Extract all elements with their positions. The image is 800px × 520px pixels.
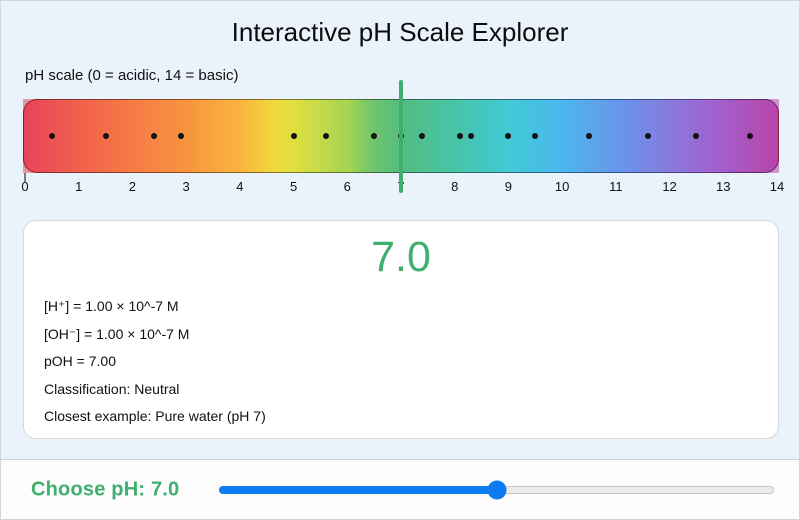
ph-scale-label: pH scale (0 = acidic, 14 = basic) [25, 67, 239, 84]
hydrogen-concentration: [H⁺] = 1.00 × 10^-7 M [44, 298, 179, 315]
tick-label-13: 13 [716, 179, 731, 194]
slider-fill [219, 485, 497, 494]
tick-label-9: 9 [504, 179, 513, 194]
choose-ph-label: Choose pH: 7.0 [31, 478, 180, 500]
ph-gradient-bar [23, 80, 779, 193]
example-dot [322, 133, 329, 139]
tick-label-5: 5 [289, 179, 298, 194]
page-title: Interactive pH Scale Explorer [231, 17, 569, 47]
tick-label-8: 8 [451, 179, 459, 194]
slider-control-bar: Choose pH: 7.0 [1, 459, 799, 519]
tick-label-10: 10 [554, 179, 570, 194]
reading-details: [H⁺] = 1.00 × 10^-7 M [OH⁻] = 1.00 × 10^… [24, 293, 778, 431]
example-dot [177, 133, 184, 139]
tick-label-1: 1 [75, 179, 83, 194]
example-dot [586, 133, 592, 139]
example-dot [532, 133, 539, 139]
example-dot [457, 133, 464, 139]
example-dot [505, 133, 512, 139]
poh-value: pOH = 7.00 [44, 353, 116, 370]
example-dot [102, 133, 109, 139]
slider-thumb[interactable] [487, 480, 506, 499]
example-dot [645, 133, 652, 139]
tick-label-14: 14 [769, 179, 785, 194]
ph-slider[interactable] [219, 480, 774, 500]
axis-zero-tick [24, 173, 26, 182]
reading-card: 7.0 [H⁺] = 1.00 × 10^-7 M [OH⁻] = 1.00 ×… [23, 220, 779, 439]
tick-label-4: 4 [236, 179, 244, 194]
current-ph-value: 7.0 [371, 233, 431, 281]
closest-example: Closest example: Pure water (pH 7) [44, 408, 266, 425]
tick-label-3: 3 [182, 179, 190, 194]
example-dot [693, 133, 700, 139]
example-dot [290, 133, 297, 139]
example-dot [419, 133, 426, 139]
example-dot [467, 133, 474, 139]
tick-label-6: 6 [343, 179, 351, 194]
current-ph-marker [399, 80, 403, 193]
example-dot [150, 133, 157, 139]
ph-axis-ticks: 01234567891011121314 [21, 179, 784, 195]
example-dot [747, 133, 754, 139]
classification: Classification: Neutral [44, 380, 180, 397]
tick-label-2: 2 [128, 179, 137, 194]
tick-label-12: 12 [662, 179, 677, 194]
example-dot [371, 133, 378, 139]
example-dot [48, 133, 55, 139]
tick-label-0: 0 [21, 179, 29, 194]
hydroxide-concentration: [OH⁻] = 1.00 × 10^-7 M [44, 325, 190, 342]
tick-label-11: 11 [609, 179, 623, 194]
